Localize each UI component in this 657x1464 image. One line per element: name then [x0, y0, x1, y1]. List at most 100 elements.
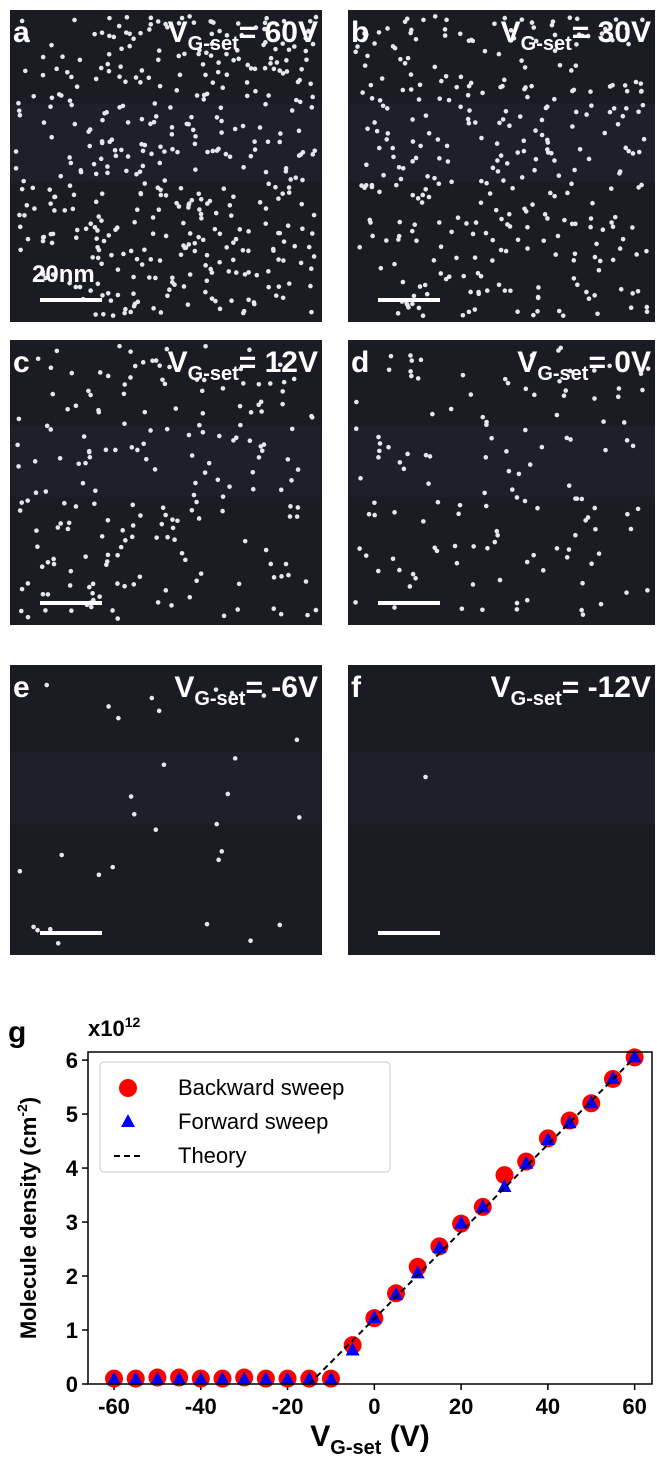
molecule — [157, 207, 162, 212]
molecule — [292, 244, 297, 249]
molecule — [195, 93, 200, 98]
molecule — [100, 30, 105, 35]
molecule — [147, 75, 152, 80]
molecule — [44, 489, 49, 494]
molecule — [618, 246, 623, 251]
molecule — [233, 756, 238, 761]
molecule — [296, 467, 301, 472]
molecule — [625, 512, 630, 517]
molecule — [201, 238, 206, 243]
molecule — [573, 222, 578, 227]
molecule — [386, 131, 391, 136]
x-tick-label: 20 — [449, 1394, 473, 1419]
molecule — [203, 470, 208, 475]
molecule — [186, 302, 191, 307]
molecule — [141, 441, 146, 446]
molecule — [515, 495, 520, 500]
multiplier-base: x10 — [88, 1016, 125, 1041]
molecule — [595, 311, 600, 316]
molecule — [392, 262, 397, 267]
molecule — [100, 191, 105, 196]
molecule — [20, 187, 25, 192]
molecule — [75, 228, 80, 233]
molecule — [116, 267, 121, 272]
molecule — [162, 762, 167, 767]
molecule — [68, 183, 73, 188]
molecule — [499, 153, 504, 158]
molecule — [148, 22, 153, 27]
molecule — [476, 271, 481, 276]
molecule — [525, 246, 530, 251]
x-tick-label: -40 — [185, 1394, 217, 1419]
molecule — [165, 293, 170, 298]
molecule — [578, 147, 583, 152]
molecule — [498, 578, 503, 583]
molecule — [116, 716, 121, 721]
molecule — [432, 258, 437, 263]
molecule — [49, 366, 54, 371]
molecule — [35, 544, 40, 549]
molecule — [276, 196, 281, 201]
molecule — [245, 63, 250, 68]
molecule — [423, 775, 428, 780]
molecule — [389, 354, 394, 359]
molecule — [231, 240, 236, 245]
molecule — [380, 76, 385, 81]
molecule — [268, 562, 273, 567]
molecule — [79, 170, 84, 175]
label-value: = -6V — [245, 671, 318, 704]
molecule — [616, 122, 621, 127]
molecule — [281, 258, 286, 263]
molecule — [284, 169, 289, 174]
molecule — [231, 258, 236, 263]
molecule — [15, 443, 20, 448]
molecule — [181, 221, 186, 226]
molecule — [421, 18, 426, 23]
molecule — [480, 415, 485, 420]
molecule — [376, 435, 381, 440]
molecule — [90, 255, 95, 260]
molecule — [224, 152, 229, 157]
molecule — [102, 111, 107, 116]
molecule — [238, 423, 243, 428]
molecule — [48, 104, 53, 109]
molecule — [418, 82, 423, 87]
molecule — [278, 131, 283, 136]
molecule — [257, 382, 262, 387]
molecule — [528, 462, 533, 467]
molecule — [531, 25, 536, 30]
molecule — [353, 600, 358, 605]
stm-shade — [348, 752, 655, 825]
molecule — [184, 122, 189, 127]
molecule — [65, 407, 70, 412]
molecule — [109, 298, 114, 303]
molecule — [499, 217, 504, 222]
molecule — [172, 537, 177, 542]
molecule — [52, 208, 57, 213]
molecule — [116, 293, 121, 298]
molecule — [228, 154, 233, 159]
molecule — [202, 93, 207, 98]
molecule — [521, 138, 526, 143]
molecule — [234, 270, 239, 275]
molecule — [18, 508, 23, 513]
stm-shade — [10, 426, 322, 497]
molecule — [392, 605, 397, 610]
molecule — [153, 467, 158, 472]
molecule — [100, 139, 105, 144]
molecule — [495, 158, 500, 163]
molecule — [444, 18, 449, 23]
molecule — [17, 108, 22, 113]
molecule — [497, 121, 502, 126]
label-sub: G-set — [188, 363, 239, 385]
molecule — [378, 98, 383, 103]
molecule — [377, 449, 382, 454]
molecule — [69, 103, 74, 108]
molecule — [506, 381, 511, 386]
molecule — [610, 83, 615, 88]
molecule — [435, 549, 440, 554]
molecule — [510, 186, 515, 191]
molecule — [599, 602, 604, 607]
x-label-end: (V) — [381, 1420, 429, 1453]
molecule — [41, 239, 46, 244]
